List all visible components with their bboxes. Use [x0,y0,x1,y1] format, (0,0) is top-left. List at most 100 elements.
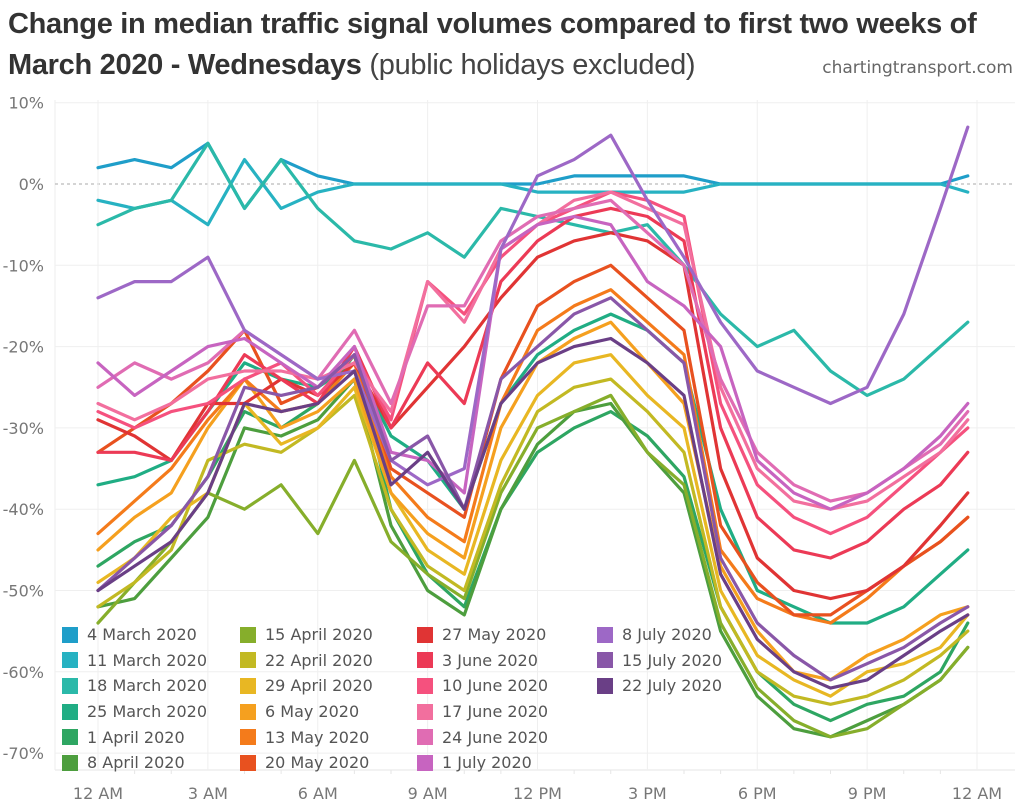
legend-item[interactable]: 25 March 2020 [62,699,240,725]
legend-item[interactable]: 10 June 2020 [417,673,597,699]
legend-item[interactable]: 18 March 2020 [62,673,240,699]
legend-label: 27 May 2020 [442,625,547,645]
y-tick-label: -30% [3,419,44,438]
legend-label: 25 March 2020 [87,702,208,722]
series-line-12 [96,231,970,601]
legend-swatch [62,652,78,669]
legend: 4 March 2020 11 March 2020 18 March 2020 25… [62,622,747,776]
legend-label: 3 June 2020 [442,650,538,670]
x-axis-ticks: 12 AM 3 AM 6 AM 9 AM 12 PM 3 PM 6 PM 9 PM 12 AM [73,784,1002,803]
x-tick-label: 12 PM [513,784,562,803]
series-line-6 [96,393,970,739]
legend-item[interactable]: 22 July 2020 [597,673,747,699]
source-credit: chartingtransport.com [822,58,1013,78]
x-tick-label: 9 AM [408,784,448,803]
series-line-19 [96,296,970,682]
chart-title-subtitle: (public holidays excluded) [369,49,696,81]
y-tick-label: -40% [3,500,44,519]
legend-swatch [417,652,433,669]
series-line-2 [96,141,970,397]
y-axis-ticks: 10% 0% -10% -20% -30% -40% -50% -60% -70% [3,94,44,763]
legend-swatch [240,677,256,694]
series-line-7 [96,377,970,706]
legend-item[interactable]: 27 May 2020 [417,622,597,648]
legend-item[interactable]: 1 July 2020 [417,750,597,776]
y-tick-label: -60% [3,663,44,682]
legend-swatch [417,677,433,694]
legend-swatch [62,754,78,771]
legend-swatch [62,703,78,720]
x-tick-label: 12 AM [73,784,123,803]
legend-item[interactable]: 1 April 2020 [62,724,240,750]
legend-label: 6 May 2020 [265,702,360,722]
legend-label: 1 April 2020 [87,727,185,747]
legend-item[interactable]: 15 April 2020 [240,622,417,648]
y-tick-label: -50% [3,582,44,601]
legend-swatch [597,652,613,669]
legend-swatch [597,677,613,694]
legend-label: 20 May 2020 [265,753,370,773]
legend-item[interactable]: 13 May 2020 [240,724,417,750]
legend-item[interactable]: 17 June 2020 [417,699,597,725]
legend-item[interactable]: 3 June 2020 [417,648,597,674]
legend-item[interactable]: 15 July 2020 [597,648,747,674]
legend-item[interactable]: 22 April 2020 [240,648,417,674]
legend-item[interactable]: 20 May 2020 [240,750,417,776]
legend-label: 22 July 2020 [622,676,723,696]
series-line-0 [96,141,970,210]
legend-label: 1 July 2020 [442,753,532,773]
x-tick-label: 6 PM [738,784,777,803]
legend-item[interactable]: 24 June 2020 [417,724,597,750]
chart-title-bold: Change in median traffic signal volumes … [8,8,977,81]
legend-item[interactable]: 6 May 2020 [240,699,417,725]
series-line-18 [96,125,970,487]
series-line-13 [96,206,970,560]
legend-swatch [62,626,78,643]
legend-item[interactable]: 4 March 2020 [62,622,240,648]
series-line-4 [96,353,970,723]
chart-title: Change in median traffic signal volumes … [8,4,1018,86]
legend-label: 8 April 2020 [87,753,185,773]
y-tick-label: 0% [19,175,44,194]
series-line-17 [96,214,970,511]
series-line-10 [96,288,970,625]
legend-swatch [240,626,256,643]
y-tick-label: -10% [3,256,44,275]
legend-label: 4 March 2020 [87,625,197,645]
y-tick-label: -70% [3,744,44,763]
series-line-20 [96,336,970,690]
series-line-1 [96,158,970,227]
legend-swatch [240,652,256,669]
x-tick-label: 3 PM [628,784,667,803]
legend-swatch [417,729,433,746]
legend-item[interactable]: 8 July 2020 [597,622,747,648]
legend-swatch [62,729,78,746]
legend-label: 13 May 2020 [265,727,370,747]
x-tick-label: 3 AM [188,784,228,803]
legend-label: 24 June 2020 [442,727,549,747]
x-tick-label: 12 AM [952,784,1002,803]
x-tick-label: 6 AM [298,784,338,803]
legend-swatch [597,626,613,643]
legend-label: 15 April 2020 [265,625,373,645]
y-tick-label: 10% [8,94,44,113]
legend-swatch [240,754,256,771]
legend-item[interactable]: 8 April 2020 [62,750,240,776]
legend-swatch [240,703,256,720]
series-lines [96,125,970,739]
legend-item[interactable]: 11 March 2020 [62,648,240,674]
legend-label: 17 June 2020 [442,702,549,722]
y-tick-label: -20% [3,338,44,357]
legend-label: 22 April 2020 [265,650,373,670]
legend-label: 18 March 2020 [87,676,208,696]
legend-swatch [417,754,433,771]
legend-label: 15 July 2020 [622,650,723,670]
legend-label: 11 March 2020 [87,650,208,670]
legend-swatch [417,703,433,720]
legend-label: 10 June 2020 [442,676,549,696]
legend-swatch [240,729,256,746]
legend-item[interactable]: 29 April 2020 [240,673,417,699]
legend-swatch [62,677,78,694]
legend-label: 29 April 2020 [265,676,373,696]
